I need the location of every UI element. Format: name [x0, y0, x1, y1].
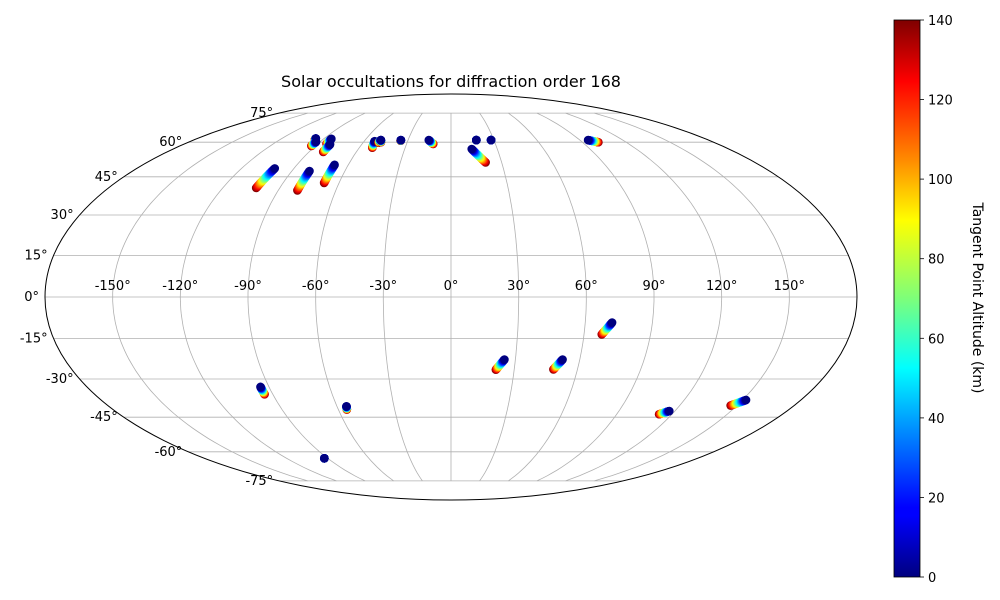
colorbar-gradient [893, 19, 921, 578]
longitude-tick-label: -30° [369, 279, 397, 294]
occultation-point [270, 164, 280, 173]
colorbar-tick-label: 80 [928, 253, 945, 268]
latitude-tick-label: -45° [90, 410, 118, 425]
longitude-tick-label: -90° [234, 279, 262, 294]
occultation-point [311, 137, 321, 147]
occultation-points [251, 134, 751, 463]
occultation-point [325, 140, 335, 149]
colorbar-tick-label: 140 [928, 14, 953, 29]
longitude-tick-label: 0° [444, 279, 459, 294]
occultation-point [376, 135, 386, 145]
occultation-point [486, 135, 496, 145]
latitude-tick-label: -15° [20, 332, 48, 347]
occultation-point [583, 135, 593, 145]
longitude-tick-labels: -150° -120° -90° -60° -30° 0° 30° 60° 90° 120° 150… [95, 279, 805, 294]
colorbar-tick-label: 40 [928, 412, 945, 427]
latitude-tick-label: 45° [95, 170, 118, 185]
latitude-tick-label: 15° [25, 248, 48, 263]
latitude-tick-labels: -75° -60° -45° -30° -15° 0° 15° 30° 45° 60° 75° [20, 106, 273, 489]
occultation-point [424, 135, 434, 145]
occultation-point [741, 395, 751, 405]
occultation-point [607, 318, 617, 327]
longitude-tick-label: -60° [302, 279, 330, 294]
longitude-tick-label: 150° [774, 279, 805, 294]
colorbar-tick-label: 120 [928, 94, 953, 109]
colorbar-tick-label: 60 [928, 332, 945, 347]
colorbar-tick-label: 100 [928, 173, 953, 188]
graticule [45, 112, 857, 482]
latitude-tick-label: -75° [245, 474, 273, 489]
latitude-tick-label: 0° [24, 290, 39, 305]
map-frame [44, 93, 858, 501]
occultation-point [558, 355, 567, 364]
colorbar-label: Tangent Point Altitude (km) [969, 201, 985, 393]
longitude-tick-label: 90° [642, 279, 665, 294]
colorbar: 0 20 40 60 80 100 120 140 Tangent Point Altitud… [893, 14, 985, 586]
chart-title: Solar occultations for diffraction order… [281, 72, 621, 91]
longitude-tick-label: -150° [95, 279, 131, 294]
latitude-tick-label: -60° [155, 445, 183, 460]
occultation-point [320, 454, 329, 463]
occultation-point [500, 355, 509, 364]
occultation-point [472, 135, 481, 145]
occultation-point [256, 382, 265, 392]
colorbar-tick-label: 20 [928, 491, 945, 506]
latitude-tick-label: 60° [159, 135, 182, 150]
occultation-point [467, 144, 476, 154]
occultation-point [396, 135, 406, 145]
occultation-point [330, 160, 339, 170]
longitude-tick-label: 60° [575, 279, 598, 294]
longitude-tick-label: 120° [706, 279, 737, 294]
occultation-point [665, 406, 674, 416]
occultation-point [342, 401, 351, 411]
latitude-tick-label: 30° [51, 208, 74, 223]
colorbar-ticks: 0 20 40 60 80 100 120 140 [920, 14, 953, 586]
colorbar-tick-label: 0 [928, 571, 936, 586]
occultation-point [305, 166, 314, 176]
latitude-tick-label: 75° [250, 106, 273, 121]
latitude-tick-label: -30° [46, 372, 74, 387]
longitude-tick-label: -120° [162, 279, 198, 294]
longitude-tick-label: 30° [507, 279, 530, 294]
